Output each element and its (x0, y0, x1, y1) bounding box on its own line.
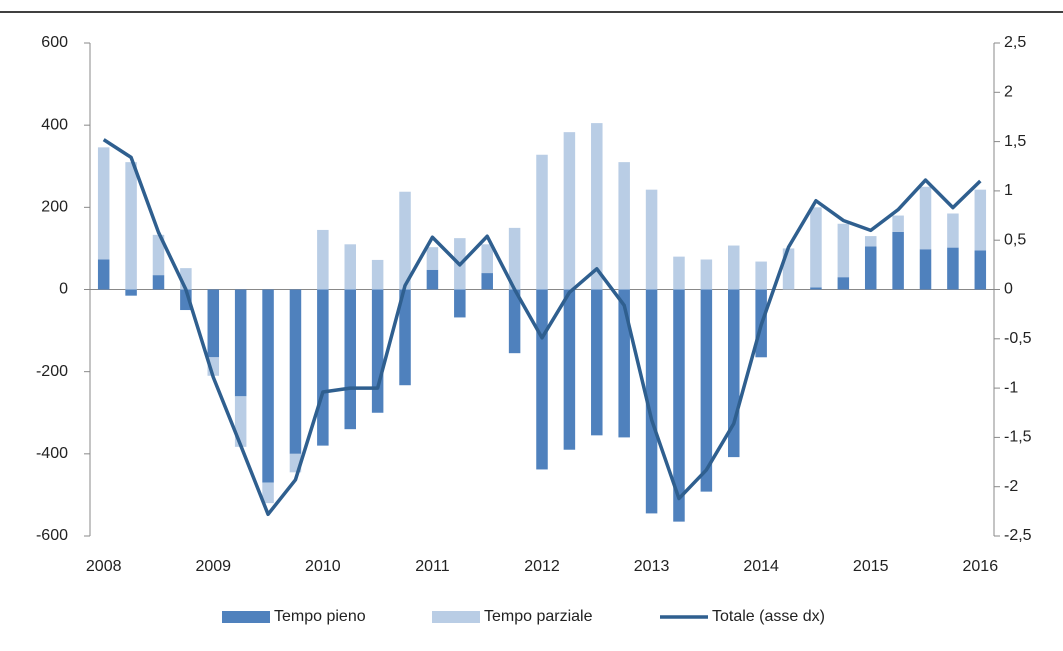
bar (481, 244, 493, 274)
bar (837, 277, 850, 290)
bar (371, 259, 384, 290)
y2-tick-label: 0 (1004, 281, 1013, 298)
bar (399, 191, 411, 290)
x-tick-label: 2016 (963, 558, 999, 575)
y-tick-label: 600 (41, 34, 68, 51)
bar (481, 273, 493, 290)
x-tick-label: 2008 (86, 558, 122, 575)
bar (974, 250, 987, 290)
bar (207, 357, 220, 376)
y-tick-label: -400 (36, 445, 68, 462)
y2-tick-label: -2,5 (1004, 527, 1032, 544)
x-tick-label: 2013 (634, 558, 670, 575)
bar (618, 289, 630, 438)
bar (344, 289, 356, 430)
bar (645, 289, 658, 514)
y2-tick-label: -1,5 (1004, 429, 1032, 446)
bar (782, 248, 795, 290)
bar (97, 147, 110, 260)
y-tick-label: 200 (41, 199, 68, 216)
bar (262, 289, 274, 483)
x-tick-label: 2012 (524, 558, 560, 575)
legend-swatch (432, 611, 480, 623)
bar (810, 207, 822, 288)
y2-tick-label: 1 (1004, 182, 1013, 199)
bar (344, 244, 356, 290)
y2-tick-label: 1,5 (1004, 133, 1026, 150)
bar (837, 223, 850, 278)
bar (673, 289, 685, 522)
bar (919, 186, 932, 250)
bar (152, 275, 165, 290)
bar (864, 246, 877, 290)
y2-tick-label: -1 (1004, 379, 1018, 396)
x-tick-label: 2010 (305, 558, 341, 575)
y-tick-label: -600 (36, 527, 68, 544)
bar (728, 289, 740, 458)
legend-swatch (222, 611, 270, 623)
x-tick-label: 2009 (195, 558, 231, 575)
bar (618, 162, 630, 290)
y2-tick-label: 0,5 (1004, 231, 1026, 248)
bar (371, 289, 384, 413)
bar (125, 289, 137, 296)
bar (947, 213, 959, 248)
bar (426, 247, 439, 270)
bar (180, 289, 192, 311)
bar (700, 289, 713, 492)
legend-label: Totale (asse dx) (712, 608, 825, 625)
bar (289, 289, 302, 454)
bar (563, 132, 576, 290)
bar (317, 289, 329, 446)
bar (892, 215, 904, 232)
x-tick-label: 2011 (415, 558, 450, 575)
y2-tick-label: 2 (1004, 84, 1013, 101)
x-tick-label: 2015 (853, 558, 889, 575)
bar (508, 227, 521, 290)
bar (536, 289, 548, 470)
bar (454, 289, 466, 318)
y-tick-label: 400 (41, 116, 68, 133)
bar (591, 123, 603, 290)
bar (399, 289, 411, 386)
bar (508, 289, 521, 354)
bar (125, 162, 137, 290)
bar (317, 229, 329, 290)
bar (755, 261, 767, 290)
bar (591, 289, 603, 436)
bar (234, 289, 247, 397)
bar (207, 289, 220, 358)
bar (947, 247, 959, 290)
y2-tick-label: -2 (1004, 478, 1018, 495)
bar (152, 234, 165, 276)
y-tick-label: 0 (59, 281, 68, 298)
bar (234, 396, 247, 447)
bar (97, 259, 110, 290)
y2-tick-label: -0,5 (1004, 330, 1032, 347)
bar (673, 256, 685, 290)
bar (563, 289, 576, 450)
bar (262, 482, 274, 504)
bar (700, 259, 713, 290)
bar (426, 269, 439, 290)
y2-tick-label: 2,5 (1004, 34, 1026, 51)
bar (864, 236, 877, 247)
legend-label: Tempo pieno (274, 608, 366, 625)
line-series (102, 138, 982, 517)
bar (810, 287, 822, 290)
bar (289, 453, 302, 473)
bar (645, 189, 658, 290)
legend-label: Tempo parziale (484, 608, 593, 625)
bar (974, 189, 987, 251)
bar (180, 268, 192, 290)
x-tick-label: 2014 (743, 558, 779, 575)
bar (536, 154, 548, 290)
bar (919, 249, 932, 290)
bar (728, 245, 740, 290)
y-tick-label: -200 (36, 363, 68, 380)
bar (892, 231, 904, 290)
